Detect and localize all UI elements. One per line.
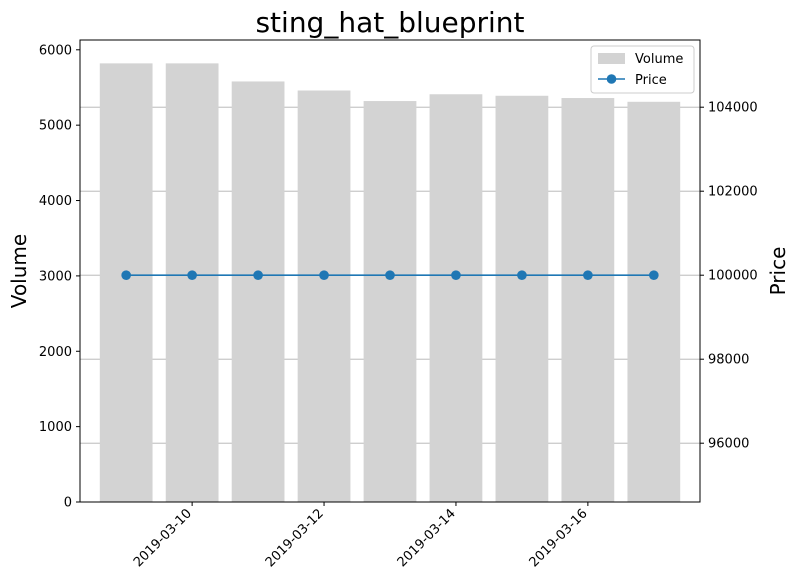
volume-bar	[561, 98, 615, 502]
volume-bar	[429, 94, 483, 502]
x-axis: 2019-03-10 2019-03-12 2019-03-14 2019-03-16	[131, 502, 591, 570]
price-point	[517, 270, 527, 281]
x-tick-label: 2019-03-14	[395, 506, 459, 570]
y-axis-title-left: Volume	[7, 234, 31, 308]
right-axis: 96000 98000 100000 102000 104000	[700, 101, 758, 452]
price-point	[649, 270, 659, 281]
y-tick-label-left: 4000	[39, 194, 72, 209]
volume-bars	[99, 63, 681, 503]
plot-frame	[79, 39, 701, 503]
y-tick-label-left: 6000	[39, 43, 72, 58]
volume-bar	[495, 95, 549, 503]
y-tick-label-left: 5000	[39, 119, 72, 134]
volume-bar	[231, 81, 285, 502]
y-tick-label-right: 102000	[708, 185, 758, 200]
y-axis-title-right: Price	[766, 247, 790, 296]
price-point	[253, 270, 263, 281]
legend-marker-price	[606, 74, 617, 84]
legend: Volume Price	[590, 45, 695, 94]
volume-bar	[363, 101, 417, 503]
price-point	[583, 270, 593, 281]
price-line	[121, 270, 659, 281]
y-tick-label-right: 104000	[708, 101, 758, 116]
y-tick-label-left: 0	[64, 496, 72, 511]
y-tick-label-right: 96000	[708, 437, 749, 452]
legend-label-volume: Volume	[635, 52, 683, 67]
y-tick-label-left: 3000	[39, 269, 72, 284]
legend-label-price: Price	[635, 73, 667, 88]
price-point	[451, 270, 461, 281]
left-axis: 0 1000 2000 3000 4000 5000 6000	[39, 43, 80, 511]
legend-swatch-volume	[598, 53, 625, 64]
price-point	[187, 270, 197, 281]
volume-bar	[627, 101, 681, 503]
volume-bar	[165, 63, 219, 503]
y-tick-label-left: 1000	[39, 420, 72, 435]
volume-bar	[297, 90, 351, 503]
volume-bar	[99, 63, 153, 503]
y-tick-label-left: 2000	[39, 345, 72, 360]
price-point	[319, 270, 329, 281]
price-point	[385, 270, 395, 281]
y-tick-label-right: 100000	[708, 269, 758, 284]
price-point	[121, 270, 131, 281]
x-tick-label: 2019-03-12	[263, 506, 327, 570]
x-tick-label: 2019-03-16	[527, 506, 591, 570]
chart-title: sting_hat_blueprint	[255, 6, 524, 39]
y-tick-label-right: 98000	[708, 353, 749, 368]
x-tick-label: 2019-03-10	[131, 506, 195, 570]
